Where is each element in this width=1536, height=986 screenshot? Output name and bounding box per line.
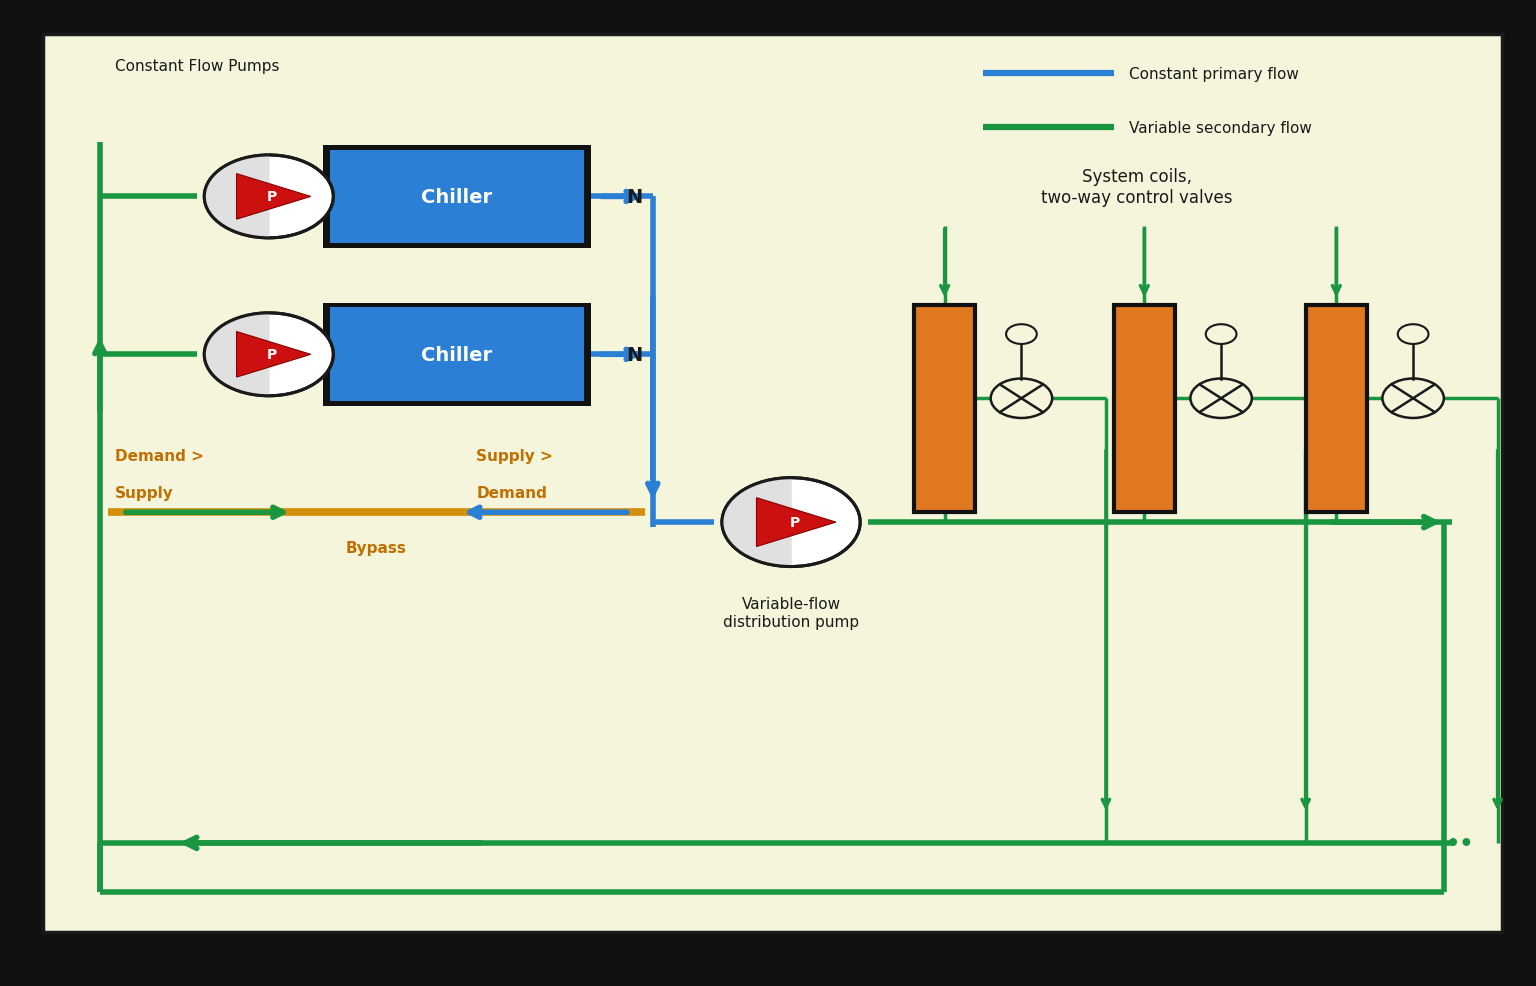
Text: Supply: Supply: [115, 485, 174, 500]
Polygon shape: [722, 478, 791, 567]
Bar: [330, 308, 584, 402]
Polygon shape: [756, 498, 836, 547]
Text: Demand: Demand: [476, 485, 547, 500]
Text: Constant Flow Pumps: Constant Flow Pumps: [115, 59, 280, 74]
Polygon shape: [237, 332, 310, 378]
Bar: [1114, 306, 1175, 513]
Text: Chiller: Chiller: [421, 187, 493, 207]
Text: N: N: [627, 187, 644, 207]
Text: Supply >: Supply >: [476, 449, 553, 463]
Circle shape: [1398, 324, 1428, 344]
Text: Variable-flow
distribution pump: Variable-flow distribution pump: [723, 597, 859, 629]
Bar: [1306, 306, 1367, 513]
Text: ••: ••: [1445, 833, 1475, 853]
Circle shape: [1006, 324, 1037, 344]
Polygon shape: [237, 175, 310, 220]
Bar: [323, 304, 591, 406]
Circle shape: [204, 314, 333, 396]
Text: Demand >: Demand >: [115, 449, 204, 463]
Bar: [323, 146, 591, 249]
Circle shape: [722, 478, 860, 567]
Text: P: P: [267, 190, 276, 204]
Text: Chiller: Chiller: [421, 345, 493, 365]
Circle shape: [1190, 380, 1252, 419]
Text: Variable secondary flow: Variable secondary flow: [1129, 120, 1312, 136]
Text: Bypass: Bypass: [346, 540, 407, 555]
Text: System coils,
two-way control valves: System coils, two-way control valves: [1041, 168, 1232, 206]
Bar: [330, 150, 584, 244]
Bar: [914, 306, 975, 513]
Circle shape: [991, 380, 1052, 419]
Text: P: P: [267, 348, 276, 362]
Circle shape: [1206, 324, 1236, 344]
Text: Constant primary flow: Constant primary flow: [1129, 66, 1299, 82]
Polygon shape: [204, 156, 269, 239]
Circle shape: [204, 156, 333, 239]
Polygon shape: [204, 314, 269, 396]
Text: P: P: [790, 516, 800, 529]
Circle shape: [1382, 380, 1444, 419]
Text: N: N: [627, 345, 644, 365]
